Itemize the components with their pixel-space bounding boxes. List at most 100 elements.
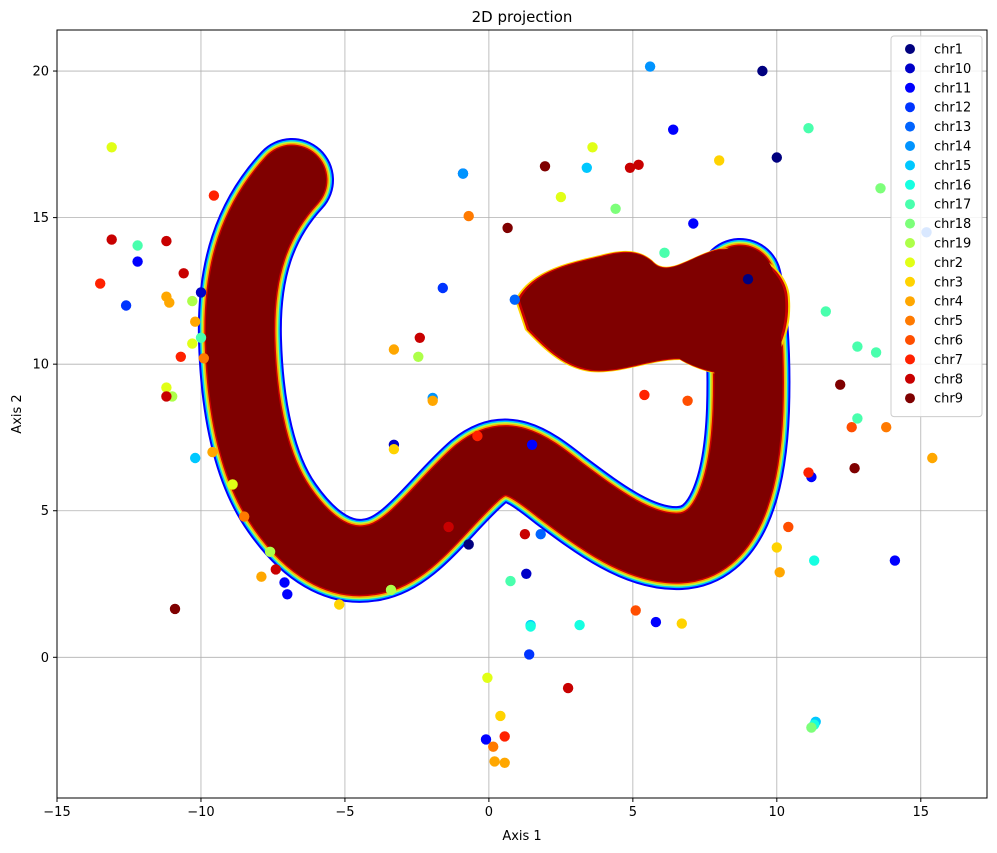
point-chr9 [502,222,513,234]
y-tick-label: 5 [41,504,49,519]
point-chr2 [587,142,598,153]
point-chr3 [388,444,400,455]
legend-label: chr14 [934,140,971,155]
point-chr4 [927,452,938,464]
cluster-core [205,146,783,595]
point-chr18 [806,722,817,733]
point-chr2 [106,142,117,153]
point-chr8 [161,235,172,247]
legend-marker [905,257,915,268]
point-chr16 [525,621,536,632]
point-chr4 [427,395,438,406]
y-tick-label: 0 [41,651,49,666]
point-chr17 [132,240,143,251]
point-chr16 [574,619,585,631]
point-chr18 [875,183,886,194]
legend-label: chr16 [934,178,971,193]
cluster-right-core [519,249,786,375]
y-axis-title: Axis 2 [10,394,25,433]
point-chr18 [610,203,621,214]
point-chr11 [282,589,293,600]
point-chr11 [132,256,143,267]
legend-label: chr4 [934,295,963,310]
point-chr6 [783,521,794,533]
x-tick-label: −5 [335,805,354,820]
point-chr12 [437,282,448,294]
plot-frame [56,29,988,799]
point-chr7 [95,278,106,289]
x-tick-label: 15 [913,805,930,820]
legend-marker [905,354,915,365]
point-chr13 [509,294,520,305]
point-chr2 [482,672,493,683]
point-chr19 [187,295,198,307]
point-chr6 [682,395,693,406]
point-chr8 [178,268,189,279]
x-tick-label: −15 [43,805,70,820]
legend-marker [905,373,915,384]
y-tick-label: 15 [32,211,49,226]
legend-label: chr6 [934,334,963,349]
point-chr17 [505,575,516,587]
point-chr11 [650,616,662,628]
x-tick-label: −10 [187,805,214,820]
point-chr3 [676,618,687,629]
point-chr3 [495,710,506,722]
point-chr14 [644,61,656,72]
point-chr9 [169,603,181,615]
point-chr7 [175,351,186,362]
legend-label: chr15 [934,159,971,174]
legend-label: chr19 [934,237,971,252]
point-chr5 [198,353,209,364]
point-chr17 [659,247,670,258]
point-chr4 [489,756,500,767]
legend-marker [905,315,915,326]
axis-ticks: −15 −10 −5 0 5 10 15 0 5 10 15 20 [32,65,929,820]
point-chr6 [846,422,857,433]
legend-marker [905,238,915,248]
legend-label: chr3 [934,275,963,290]
point-chr19 [385,584,397,596]
grid-lines [56,30,987,798]
x-axis-title: Axis 1 [502,829,541,844]
point-chr19 [264,546,276,557]
point-chr5 [239,511,250,522]
point-chr13 [535,529,546,540]
legend-label: chr8 [934,372,963,387]
point-chr15 [190,452,201,464]
scatter-points [95,61,938,768]
legend-label: chr9 [934,392,963,407]
legend-marker [905,102,915,113]
point-chr8 [443,521,454,533]
legend-marker [905,44,915,54]
point-chr6 [630,605,641,616]
point-chr17 [852,341,863,352]
y-tick-label: 20 [32,65,49,80]
point-chr17 [852,413,863,424]
point-chr15 [581,162,592,173]
point-chr4 [256,571,267,582]
point-chr4 [207,446,218,458]
point-chr3 [771,542,782,553]
point-chr14 [457,168,469,179]
legend-marker [905,160,915,171]
point-chr7 [639,389,650,401]
legend-label: chr2 [934,256,963,271]
legend-marker [905,218,915,229]
legend-marker [905,276,915,287]
legend-marker [905,296,915,307]
point-chr3 [714,155,725,166]
legend: chr1 chr10 chr11 chr12 chr13 chr14 chr15 chr16 c… [890,35,983,418]
point-chr8 [270,564,281,575]
plot-area [56,29,988,799]
point-chr5 [488,741,499,752]
point-chr12 [120,300,132,311]
point-chr7 [472,430,483,442]
point-chr11 [480,734,492,745]
point-chr1 [463,539,474,550]
point-chr4 [774,567,785,578]
point-chr4 [190,316,201,327]
point-chr10 [195,287,207,298]
legend-label: chr12 [934,101,971,116]
